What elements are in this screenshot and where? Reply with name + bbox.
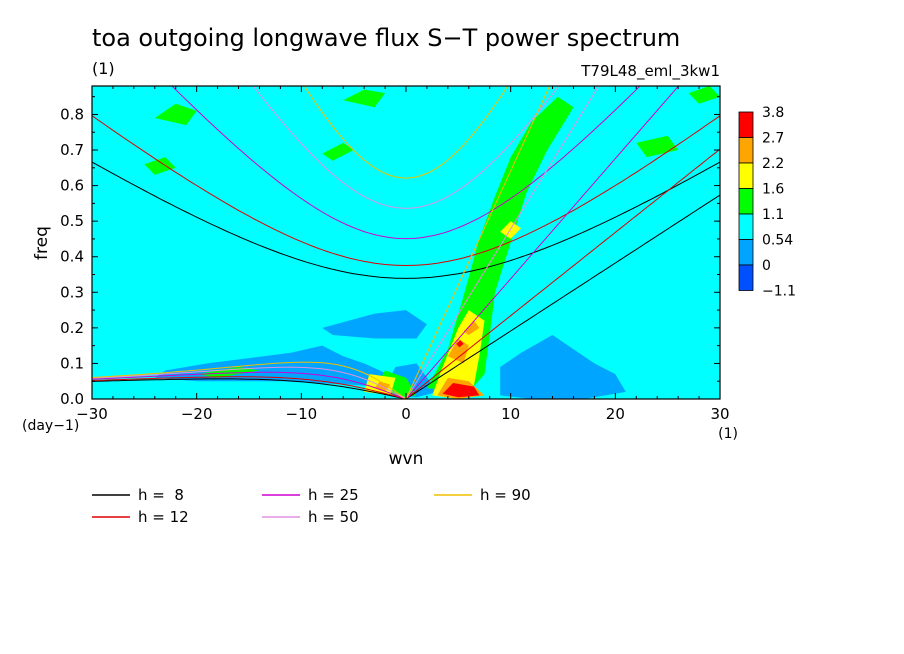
contour-patch	[426, 96, 574, 392]
contour-patch	[322, 142, 354, 161]
y-tick-label: 0.4	[60, 248, 84, 266]
colorbar-label: −1.1	[762, 284, 796, 300]
colorbar-swatch	[738, 188, 754, 215]
contour-patch	[322, 310, 427, 339]
x-tick-label: 20	[606, 405, 625, 423]
colorbar-label: 3.8	[762, 105, 784, 121]
y-tick-label: 0.0	[60, 390, 84, 408]
colorbar-swatch	[738, 239, 754, 266]
contour-patch	[442, 383, 480, 398]
gravity-curve	[171, 86, 641, 240]
contour-patch	[447, 338, 469, 364]
colorbar: 3.8 2.7 2.2 1.6 1.1 0.54 0 −1.1	[738, 105, 796, 300]
kelvin-curve	[405, 194, 720, 399]
x-axis: −30 −20 −10 0 10 20 30	[76, 86, 730, 423]
colorbar-label: 2.2	[762, 156, 784, 172]
y-tick-label: 0.1	[60, 354, 84, 372]
y-tick-label: 0.5	[60, 212, 84, 230]
gravity-curve	[303, 86, 509, 179]
contour-patch	[343, 89, 386, 108]
units-label: (1)	[92, 59, 115, 78]
colorbar-swatch	[738, 264, 754, 291]
contour-fills	[144, 86, 720, 399]
y-axis: 0.0 0.1 0.2 0.3 0.4 0.5 0.6 0.7 0.8	[60, 96, 720, 408]
dispersion-curves	[92, 86, 720, 399]
legend-label: h = 50	[308, 508, 359, 526]
rossby-curve	[92, 366, 407, 399]
contour-patch	[463, 320, 480, 335]
colorbar-swatch	[738, 111, 754, 138]
chart-title: toa outgoing longwave flux S−T power spe…	[92, 24, 680, 52]
x-tick-label: 0	[401, 405, 411, 423]
contour-patch	[196, 367, 260, 378]
contour-patch	[500, 221, 522, 239]
plot-background	[92, 86, 720, 399]
y-tick-label: 0.3	[60, 283, 84, 301]
gravity-curve	[92, 161, 720, 279]
contour-patch	[688, 86, 720, 104]
contour-patch	[144, 157, 176, 175]
y-axis-label: freq	[32, 226, 52, 260]
run-label: T79L48_eml_3kw1	[580, 62, 720, 81]
x-tick-label: 30	[710, 405, 729, 423]
kelvin-curve	[405, 86, 600, 399]
colorbar-label: 2.7	[762, 131, 784, 147]
y-tick-label: 0.7	[60, 141, 84, 159]
x-unit-label: (1)	[718, 426, 738, 442]
colorbar-label: 1.1	[762, 207, 784, 223]
y-tick-label: 0.8	[60, 105, 84, 123]
dispersion-legend: h = 8 h = 12 h = 25 h = 50 h = 90	[92, 486, 531, 526]
legend-label: h = 8	[138, 486, 184, 504]
legend-label: h = 90	[480, 486, 531, 504]
contour-patch	[154, 103, 197, 126]
gravity-curve	[252, 86, 560, 209]
contour-patch	[500, 335, 626, 399]
legend-label: h = 12	[138, 508, 189, 526]
y-tick-label: 0.6	[60, 177, 84, 195]
kelvin-curve	[405, 148, 720, 399]
y-unit-label: (day−1)	[22, 418, 79, 434]
x-tick-label: −30	[76, 405, 108, 423]
contour-patch	[456, 340, 464, 348]
legend-label: h = 25	[308, 486, 359, 504]
x-tick-label: −20	[181, 405, 213, 423]
colorbar-swatch	[738, 137, 754, 164]
kelvin-curve	[405, 86, 551, 399]
gravity-curve	[92, 115, 720, 267]
colorbar-label: 0	[762, 258, 771, 274]
rossby-curve	[92, 371, 407, 399]
colorbar-swatch	[738, 162, 754, 189]
rossby-curve	[92, 378, 407, 399]
colorbar-label: 1.6	[762, 182, 784, 198]
y-tick-label: 0.2	[60, 319, 84, 337]
kelvin-curve	[405, 86, 680, 399]
rossby-curve	[92, 376, 407, 399]
colorbar-swatch	[738, 213, 754, 240]
x-tick-label: 10	[501, 405, 520, 423]
colorbar-label: 0.54	[762, 233, 793, 249]
x-axis-label: wvn	[389, 449, 424, 469]
x-tick-label: −10	[286, 405, 318, 423]
rossby-curve	[92, 361, 407, 399]
